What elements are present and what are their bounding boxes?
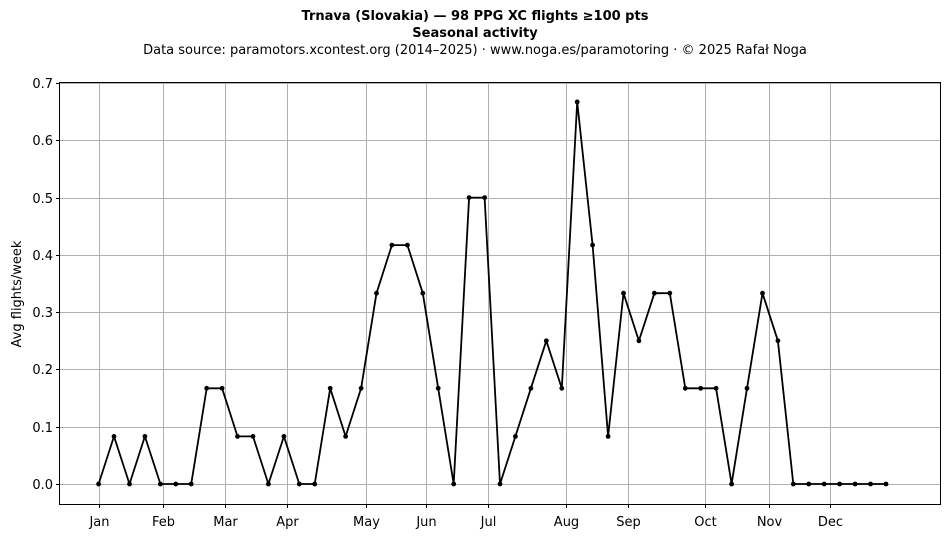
data-point xyxy=(482,195,487,201)
data-point xyxy=(296,481,302,487)
data-point xyxy=(281,434,287,439)
data-point xyxy=(790,481,796,487)
data-point xyxy=(374,290,379,296)
data-point xyxy=(327,385,333,391)
data-point xyxy=(682,385,688,391)
y-axis-label: Avg flights/week xyxy=(10,240,25,347)
x-tick-label: Jun xyxy=(415,515,436,530)
x-tick-label: Jan xyxy=(88,515,109,530)
chart-source-line: Data source: paramotors.xcontest.org (20… xyxy=(143,43,807,58)
data-point xyxy=(590,242,595,248)
data-point xyxy=(435,385,441,391)
chart-title: Trnava (Slovakia) — 98 PPG XC flights ≥1… xyxy=(301,9,649,24)
grid-layer xyxy=(60,83,940,504)
y-tick-label: 0.1 xyxy=(32,421,53,436)
data-point xyxy=(713,385,719,391)
data-point xyxy=(235,434,240,439)
data-point xyxy=(513,434,518,439)
data-point xyxy=(420,290,426,296)
data-point xyxy=(497,481,503,487)
data-point xyxy=(405,242,410,248)
data-point xyxy=(698,385,704,391)
data-point xyxy=(667,290,673,296)
data-point xyxy=(543,338,549,344)
data-point xyxy=(837,481,842,487)
data-point xyxy=(358,385,364,391)
x-tick-label: Aug xyxy=(554,515,579,530)
data-point xyxy=(250,434,256,439)
data-point xyxy=(806,481,812,487)
data-point xyxy=(868,481,873,487)
data-point xyxy=(173,481,179,487)
x-tick-label: Nov xyxy=(757,515,783,530)
data-point xyxy=(343,434,348,439)
y-tick-label: 0.6 xyxy=(32,134,53,149)
data-point xyxy=(127,481,132,487)
series-line-layer xyxy=(97,101,886,485)
y-tick-label: 0.3 xyxy=(32,306,53,321)
x-tick-label: Dec xyxy=(818,515,843,530)
data-point xyxy=(652,290,657,296)
x-tick-label: Mar xyxy=(213,515,238,530)
data-point xyxy=(821,481,827,487)
data-point xyxy=(636,338,642,344)
data-point xyxy=(760,290,765,296)
data-point-layer xyxy=(96,99,889,487)
data-point xyxy=(729,481,734,487)
data-point xyxy=(451,481,457,487)
data-point xyxy=(883,481,889,487)
data-point xyxy=(266,481,271,487)
data-point xyxy=(111,434,117,439)
data-point xyxy=(466,195,472,201)
data-point xyxy=(559,385,565,391)
data-point xyxy=(204,385,210,391)
data-point xyxy=(188,481,194,487)
y-tick-label: 0.5 xyxy=(32,192,53,207)
data-point xyxy=(574,99,580,105)
data-point xyxy=(605,434,611,439)
y-tick-label: 0.7 xyxy=(32,77,53,92)
x-tick-label: Feb xyxy=(152,515,175,530)
plot-frame xyxy=(59,82,941,505)
data-point xyxy=(621,290,626,296)
x-tick-label: Apr xyxy=(276,515,299,530)
x-tick-label: May xyxy=(353,515,380,530)
x-tick-label: Oct xyxy=(694,515,716,530)
data-point xyxy=(775,338,781,344)
series-line xyxy=(97,101,886,485)
y-tick-label: 0.0 xyxy=(32,478,53,493)
data-point xyxy=(852,481,858,487)
y-tick-label: 0.2 xyxy=(32,363,53,378)
data-point xyxy=(158,481,163,487)
data-point xyxy=(96,481,101,487)
x-tick-label: Jul xyxy=(480,515,497,530)
data-point xyxy=(528,385,534,391)
data-point xyxy=(219,385,225,391)
axis-layer: 0.0 0.1 0.2 0.3 0.4 0.5 0.6 0.7 Jan Feb Mar Apr May J… xyxy=(32,77,843,530)
data-point xyxy=(312,481,318,487)
chart-subtitle: Seasonal activity xyxy=(412,26,538,41)
y-tick-label: 0.4 xyxy=(32,249,53,264)
x-tick-label: Sep xyxy=(616,515,641,530)
data-point xyxy=(389,242,395,248)
data-point xyxy=(744,385,750,391)
data-point xyxy=(142,434,148,439)
